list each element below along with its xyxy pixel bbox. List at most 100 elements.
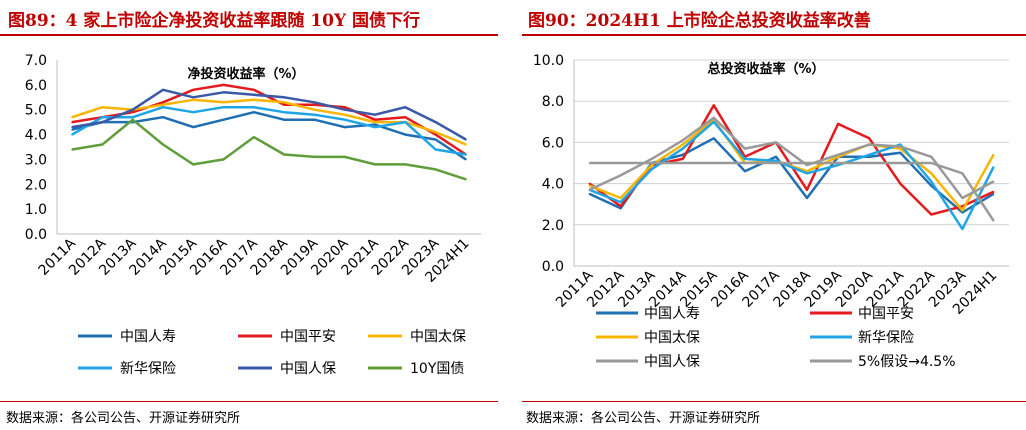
- y-tick-label: 3.0: [25, 152, 47, 168]
- data-point: [192, 126, 195, 129]
- y-tick-label: 2.0: [542, 218, 564, 234]
- data-point: [899, 145, 902, 148]
- data-point: [131, 116, 134, 119]
- data-point: [930, 180, 933, 183]
- data-point: [868, 153, 871, 156]
- data-point: [992, 153, 995, 156]
- data-point: [222, 91, 225, 94]
- data-point: [71, 128, 74, 131]
- data-point: [588, 193, 591, 195]
- data-point: [806, 164, 808, 166]
- data-point: [374, 121, 376, 124]
- data-point: [374, 123, 376, 126]
- data-point: [71, 133, 74, 136]
- data-point: [162, 116, 164, 119]
- data-point: [899, 162, 902, 164]
- data-point: [712, 104, 715, 107]
- data-point: [743, 170, 746, 173]
- series-line-2: [589, 118, 995, 212]
- data-point: [434, 131, 437, 133]
- data-point: [464, 158, 467, 161]
- data-point: [313, 103, 316, 106]
- y-tick-label: 7.0: [25, 53, 47, 69]
- data-point: [464, 143, 467, 146]
- data-point: [464, 178, 467, 181]
- data-point: [464, 153, 467, 156]
- data-point: [650, 164, 653, 166]
- data-point: [930, 155, 933, 158]
- data-point: [650, 168, 653, 171]
- data-point: [222, 118, 225, 121]
- data-point: [71, 116, 74, 119]
- y-tick-label: 8.0: [542, 94, 564, 110]
- data-point: [837, 162, 840, 164]
- data-point: [806, 162, 808, 164]
- data-point: [992, 190, 995, 193]
- figure-90-chart: 0.02.04.06.08.010.02011A2012A2013A2014A2…: [533, 53, 1009, 370]
- data-point: [619, 162, 622, 164]
- data-point: [743, 147, 746, 150]
- series-line-3: [71, 105, 467, 156]
- legend-label: 中国人保: [280, 361, 336, 377]
- data-point: [283, 96, 286, 99]
- data-point: [252, 111, 255, 114]
- data-point: [930, 162, 933, 164]
- data-point: [992, 166, 995, 169]
- data-point: [775, 155, 777, 158]
- data-point: [712, 137, 715, 140]
- legend-label: 中国平安: [858, 306, 914, 322]
- data-point: [71, 121, 74, 124]
- y-tick-label: 0.0: [25, 227, 47, 243]
- data-point: [192, 88, 195, 91]
- data-point: [775, 162, 777, 164]
- series-line-4: [588, 116, 995, 200]
- data-point: [743, 157, 746, 160]
- data-point: [619, 205, 622, 208]
- data-point: [837, 122, 840, 125]
- data-point: [192, 98, 195, 101]
- figure-89-chart: 0.01.02.03.04.05.06.07.02011A2012A2013A2…: [25, 53, 481, 377]
- data-point: [222, 158, 225, 161]
- data-point: [992, 193, 995, 195]
- data-point: [252, 98, 255, 101]
- data-point: [619, 197, 622, 199]
- data-point: [681, 162, 684, 164]
- data-point: [374, 126, 376, 129]
- data-point: [313, 108, 316, 111]
- figure-90-top-rule: [522, 34, 1026, 36]
- data-point: [374, 163, 376, 166]
- data-point: [961, 197, 964, 199]
- y-tick-label: 6.0: [542, 135, 564, 151]
- data-point: [961, 228, 964, 230]
- legend-label: 新华保险: [120, 361, 176, 377]
- data-point: [283, 153, 286, 156]
- data-point: [930, 213, 933, 216]
- series-line-0: [71, 110, 467, 161]
- legend-label: 中国人寿: [120, 328, 176, 345]
- data-point: [71, 126, 74, 129]
- y-tick-label: 1.0: [25, 202, 47, 218]
- data-point: [806, 188, 808, 191]
- data-point: [681, 153, 684, 156]
- data-point: [374, 118, 376, 121]
- data-point: [837, 153, 840, 156]
- data-point: [222, 101, 225, 104]
- data-point: [588, 162, 591, 164]
- data-point: [464, 138, 467, 141]
- data-point: [283, 111, 286, 114]
- data-point: [162, 143, 164, 146]
- data-point: [313, 156, 316, 158]
- data-point: [806, 197, 808, 199]
- figure-89-bottom-rule: [0, 401, 498, 402]
- data-point: [619, 174, 622, 177]
- data-point: [374, 113, 376, 116]
- data-point: [837, 155, 840, 158]
- y-tick-label: 5.0: [25, 103, 47, 119]
- data-point: [588, 182, 591, 185]
- data-point: [868, 143, 871, 146]
- data-point: [343, 108, 346, 111]
- data-point: [192, 163, 195, 166]
- data-point: [71, 148, 74, 151]
- data-point: [588, 188, 591, 191]
